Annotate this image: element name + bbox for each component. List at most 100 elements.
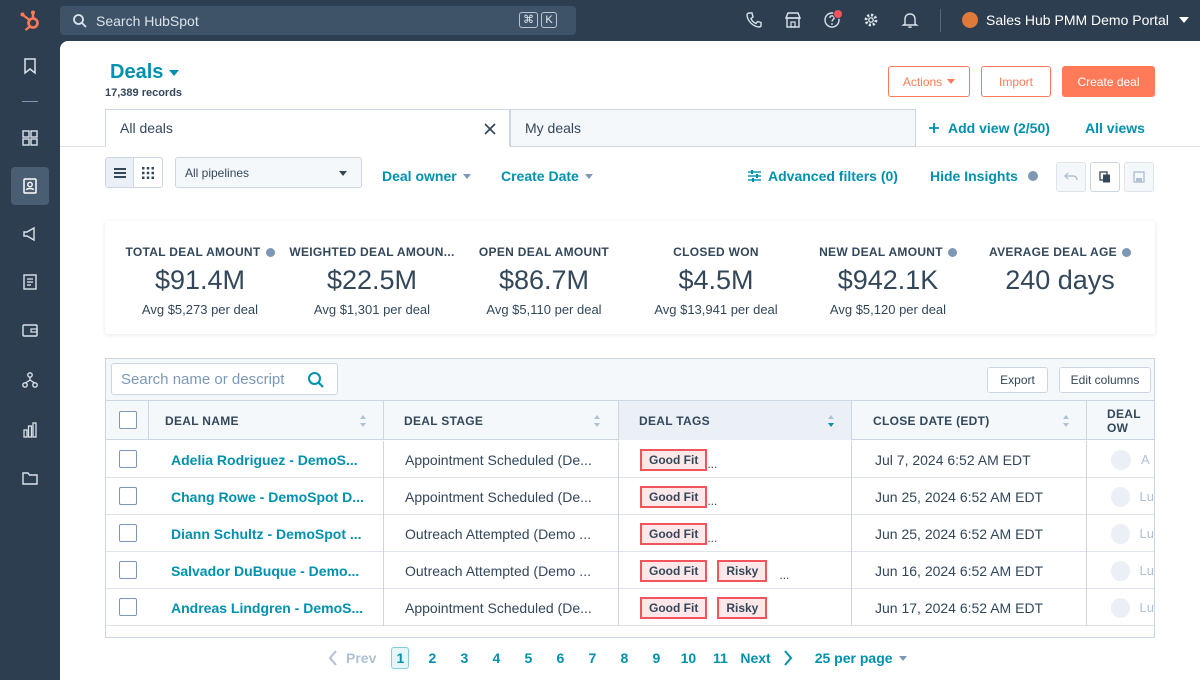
- automations-nav-item[interactable]: [11, 361, 49, 399]
- more-tags-ellipsis[interactable]: ...: [707, 530, 718, 545]
- page-button[interactable]: 9: [652, 650, 661, 666]
- list-view-button[interactable]: [106, 158, 135, 187]
- clone-view-button[interactable]: [1090, 162, 1120, 192]
- page-button[interactable]: 4: [492, 650, 501, 666]
- all-views-link[interactable]: All views: [1085, 120, 1145, 136]
- row-checkbox[interactable]: [119, 487, 137, 505]
- marketing-nav-item[interactable]: [11, 215, 49, 253]
- chevron-right-icon[interactable]: [783, 650, 793, 666]
- global-search-placeholder: Search HubSpot: [96, 12, 199, 29]
- export-button[interactable]: Export: [987, 367, 1048, 393]
- close-icon[interactable]: [483, 122, 497, 136]
- tab-all-deals[interactable]: All deals: [105, 109, 510, 147]
- chevron-left-icon[interactable]: [328, 650, 338, 666]
- column-header-deal-stage[interactable]: DEAL STAGE: [404, 413, 484, 428]
- page-button[interactable]: 5: [524, 650, 533, 666]
- copy-icon: [1099, 171, 1110, 183]
- object-switcher[interactable]: Deals: [110, 61, 182, 84]
- bookmark-icon: [24, 58, 36, 75]
- wallet-icon: [22, 324, 38, 337]
- page-button[interactable]: 6: [556, 650, 565, 666]
- chevron-down-icon: [462, 173, 471, 179]
- page-button[interactable]: 3: [460, 650, 469, 666]
- column-header-deal-tags[interactable]: DEAL TAGS: [619, 401, 851, 440]
- row-checkbox[interactable]: [119, 561, 137, 579]
- sort-icon[interactable]: [1062, 414, 1070, 428]
- undo-button[interactable]: [1056, 162, 1086, 192]
- sort-descending-icon[interactable]: [827, 414, 835, 428]
- crm-nav-item[interactable]: [11, 167, 49, 205]
- edit-columns-button[interactable]: Edit columns: [1059, 367, 1151, 393]
- hide-insights-button[interactable]: Hide Insights: [930, 168, 1038, 184]
- table-search-input[interactable]: Search name or descript: [111, 363, 338, 395]
- actions-button[interactable]: Actions: [888, 66, 970, 97]
- deal-owner-filter-label: Deal owner: [382, 168, 457, 184]
- deal-stage-cell: Appointment Scheduled (De...: [405, 599, 592, 616]
- deal-name-link[interactable]: Salvador DuBuque - Demo...: [171, 562, 360, 579]
- prev-page-button[interactable]: Prev: [346, 650, 377, 666]
- more-tags-ellipsis[interactable]: ...: [707, 456, 718, 471]
- library-nav-item[interactable]: [11, 459, 49, 497]
- notifications-bell-icon[interactable]: [901, 11, 919, 29]
- commerce-nav-item[interactable]: [11, 311, 49, 349]
- hubspot-logo-icon[interactable]: [18, 9, 42, 33]
- metric-average: Avg $1,301 per deal: [313, 302, 431, 317]
- row-checkbox[interactable]: [119, 524, 137, 542]
- more-tags-ellipsis[interactable]: ...: [707, 493, 718, 508]
- page-button[interactable]: 11: [712, 650, 728, 666]
- per-page-select[interactable]: 25 per page: [815, 650, 907, 666]
- table-row: Andreas Lindgren - DemoS... Appointment …: [106, 589, 1154, 626]
- grid-icon: [22, 130, 38, 146]
- create-date-filter[interactable]: Create Date: [501, 168, 593, 184]
- advanced-filters-button[interactable]: Advanced filters (0): [748, 168, 898, 184]
- page-button[interactable]: 10: [680, 650, 697, 666]
- plus-icon: [929, 123, 939, 133]
- owner-name: Lu: [1139, 489, 1154, 504]
- workspaces-nav-item[interactable]: [11, 119, 49, 157]
- pipeline-select[interactable]: All pipelines: [175, 157, 362, 188]
- column-header-deal-name[interactable]: DEAL NAME: [165, 413, 239, 428]
- next-page-button[interactable]: Next: [740, 650, 771, 666]
- select-all-checkbox[interactable]: [119, 411, 137, 429]
- more-tags-ellipsis[interactable]: ...: [779, 567, 790, 582]
- reporting-nav-item[interactable]: [11, 411, 49, 449]
- marketplace-icon[interactable]: [784, 11, 802, 29]
- import-button[interactable]: Import: [981, 66, 1051, 97]
- add-view-button[interactable]: Add view (2/50): [928, 120, 1050, 136]
- contacts-icon: [23, 178, 37, 194]
- content-nav-item[interactable]: [11, 263, 49, 301]
- page-button[interactable]: 7: [588, 650, 597, 666]
- deal-owner-filter[interactable]: Deal owner: [382, 168, 471, 184]
- global-search-input[interactable]: Search HubSpot ⌘ K: [60, 6, 576, 35]
- tab-label: My deals: [525, 120, 582, 136]
- chevron-down-icon: [1178, 17, 1189, 23]
- page-button[interactable]: 2: [428, 650, 437, 666]
- deal-name-link[interactable]: Andreas Lindgren - DemoS...: [171, 599, 364, 616]
- phone-icon[interactable]: [745, 11, 763, 29]
- sort-icon[interactable]: [359, 414, 367, 428]
- page-button[interactable]: 8: [620, 650, 629, 666]
- column-header-close-date[interactable]: CLOSE DATE (EDT): [873, 413, 990, 428]
- close-date-cell: Jun 25, 2024 6:52 AM EDT: [875, 525, 1044, 542]
- account-menu[interactable]: Sales Hub PMM Demo Portal: [962, 11, 1189, 29]
- board-view-button[interactable]: [134, 158, 162, 187]
- deal-name-link[interactable]: Diann Schultz - DemoSpot ...: [171, 525, 362, 542]
- save-view-button[interactable]: [1124, 162, 1154, 192]
- column-divider: [383, 478, 384, 515]
- deal-name-link[interactable]: Adelia Rodriguez - DemoS...: [171, 451, 358, 468]
- search-icon[interactable]: [307, 371, 325, 389]
- sort-icon[interactable]: [593, 414, 601, 428]
- tag-good-fit: Good Fit: [640, 522, 708, 545]
- info-icon: [1027, 171, 1038, 181]
- workflow-icon: [22, 372, 38, 388]
- page-button-current[interactable]: 1: [391, 647, 410, 669]
- create-deal-button[interactable]: Create deal: [1062, 66, 1155, 97]
- row-checkbox[interactable]: [119, 450, 137, 468]
- metric-label: TOTAL DEAL AMOUNT: [125, 245, 261, 259]
- row-checkbox[interactable]: [119, 598, 137, 616]
- settings-gear-icon[interactable]: [862, 11, 880, 29]
- bookmarks-nav-item[interactable]: [11, 47, 49, 85]
- tab-my-deals[interactable]: My deals: [510, 109, 916, 147]
- deal-name-link[interactable]: Chang Rowe - DemoSpot D...: [171, 488, 364, 505]
- column-header-deal-owner[interactable]: DEAL OW: [1107, 406, 1141, 435]
